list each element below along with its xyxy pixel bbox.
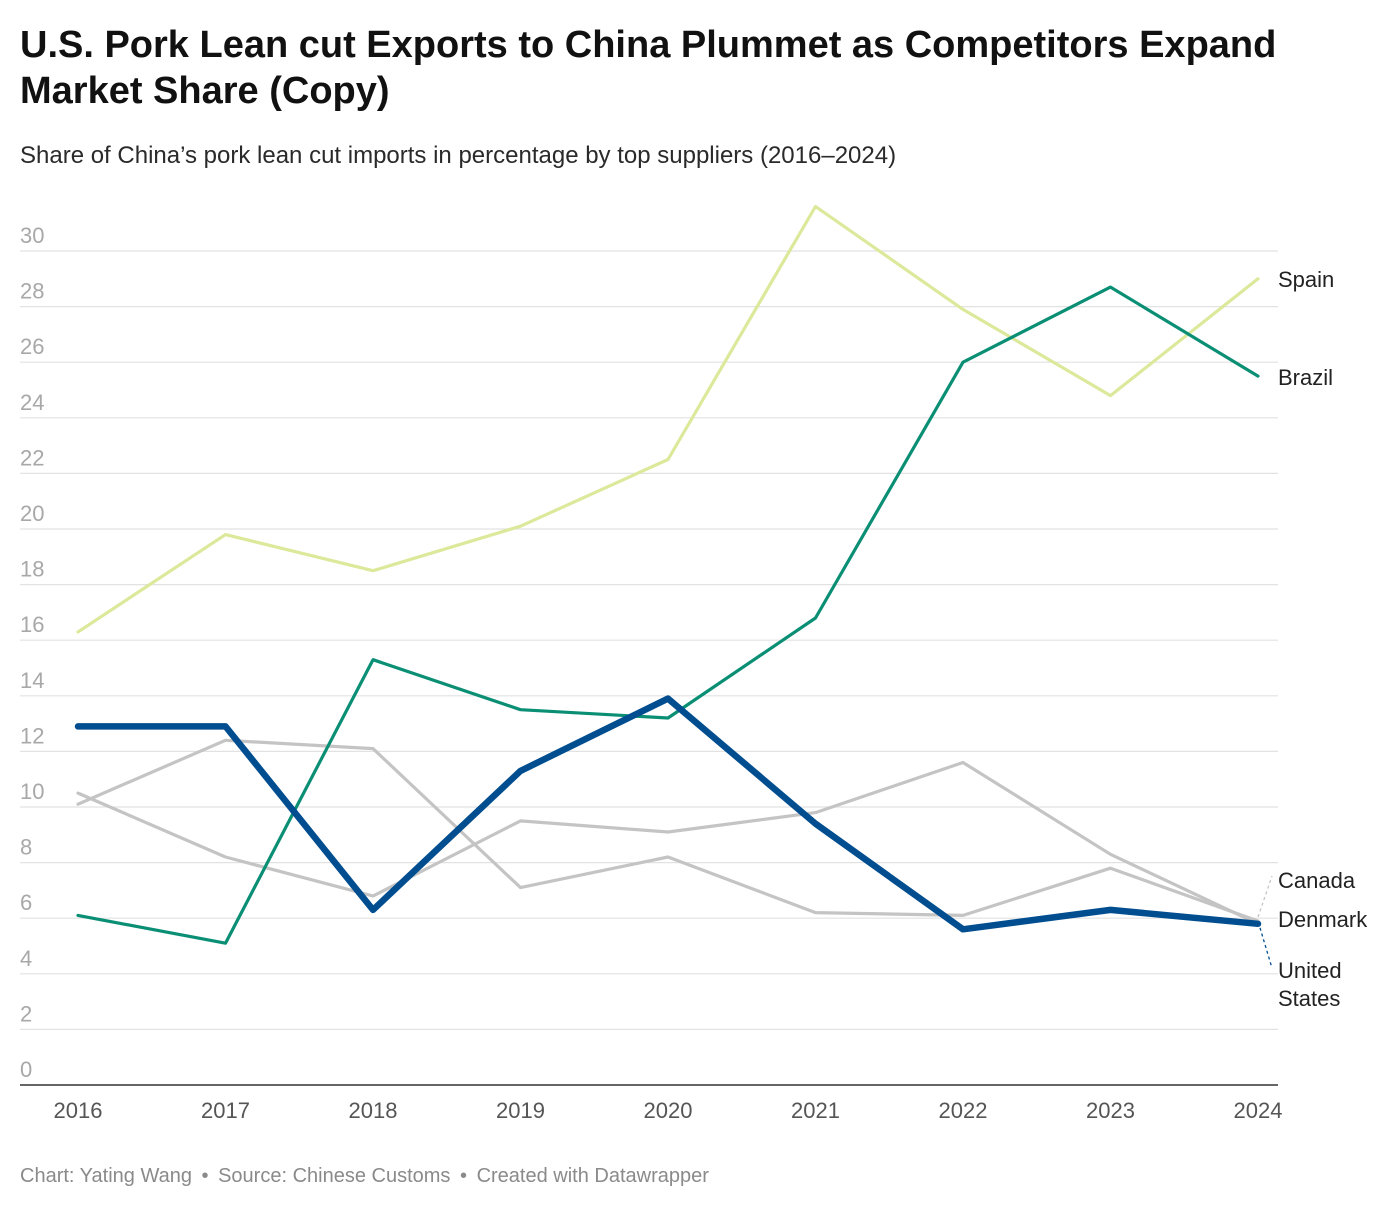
y-tick-label: 28 <box>20 279 44 304</box>
chart-footer: Chart: Yating Wang • Source: Chinese Cus… <box>20 1165 709 1188</box>
footer-tool: Created with Datawrapper <box>476 1165 709 1187</box>
y-tick-label: 2 <box>20 1001 32 1026</box>
x-tick-label: 2021 <box>791 1098 840 1123</box>
y-tick-label: 16 <box>20 612 44 637</box>
label-connector-united-states <box>1259 927 1273 969</box>
y-tick-label: 4 <box>20 946 32 971</box>
chart-title: U.S. Pork Lean cut Exports to China Plum… <box>20 24 1277 112</box>
y-tick-label: 0 <box>20 1057 32 1082</box>
series-label-brazil: Brazil <box>1278 365 1333 390</box>
footer-separator: • <box>201 1165 209 1187</box>
series-line-brazil <box>76 285 1260 945</box>
y-tick-label: 22 <box>20 445 44 470</box>
y-tick-label: 20 <box>20 501 44 526</box>
grid-lines <box>20 250 1278 1031</box>
y-tick-label: 30 <box>20 223 44 248</box>
series-line-united-states <box>74 695 1262 933</box>
series-line-denmark <box>76 760 1260 926</box>
series-label-spain: Spain <box>1278 267 1334 292</box>
y-tick-label: 24 <box>20 390 44 415</box>
x-axis: 2016 2017 2018 2019 2020 2021 2022 2023 2024 <box>20 1084 1283 1123</box>
y-tick-label: 18 <box>20 557 44 582</box>
x-tick-label: 2020 <box>644 1098 693 1123</box>
series-labels: Spain Brazil Canada Denmark United States <box>1257 267 1368 1011</box>
x-tick-label: 2024 <box>1234 1098 1283 1123</box>
chart-subtitle: Share of China’s pork lean cut imports i… <box>20 142 897 169</box>
x-tick-label: 2017 <box>201 1098 250 1123</box>
series-label-denmark: Denmark <box>1278 907 1368 932</box>
series-line-canada <box>76 738 1260 923</box>
series-lines <box>74 204 1262 945</box>
x-tick-label: 2018 <box>349 1098 398 1123</box>
footer-source: Source: Chinese Customs <box>218 1165 451 1187</box>
footer-credit: Chart: Yating Wang <box>20 1165 192 1187</box>
y-tick-label: 26 <box>20 334 44 359</box>
series-label-canada: Canada <box>1278 868 1356 893</box>
label-connector-canada <box>1257 875 1273 918</box>
series-label-united-states: United <box>1278 958 1342 983</box>
y-tick-label: 6 <box>20 890 32 915</box>
x-tick-label: 2023 <box>1086 1098 1135 1123</box>
y-tick-label: 10 <box>20 779 44 804</box>
x-tick-label: 2019 <box>496 1098 545 1123</box>
y-tick-label: 8 <box>20 835 32 860</box>
x-tick-label: 2016 <box>54 1098 103 1123</box>
x-tick-label: 2022 <box>939 1098 988 1123</box>
series-label-united-states: States <box>1278 986 1340 1011</box>
footer-separator: • <box>459 1165 467 1187</box>
y-tick-label: 12 <box>20 723 44 748</box>
y-tick-label: 14 <box>20 668 44 693</box>
series-line-spain <box>76 204 1260 634</box>
